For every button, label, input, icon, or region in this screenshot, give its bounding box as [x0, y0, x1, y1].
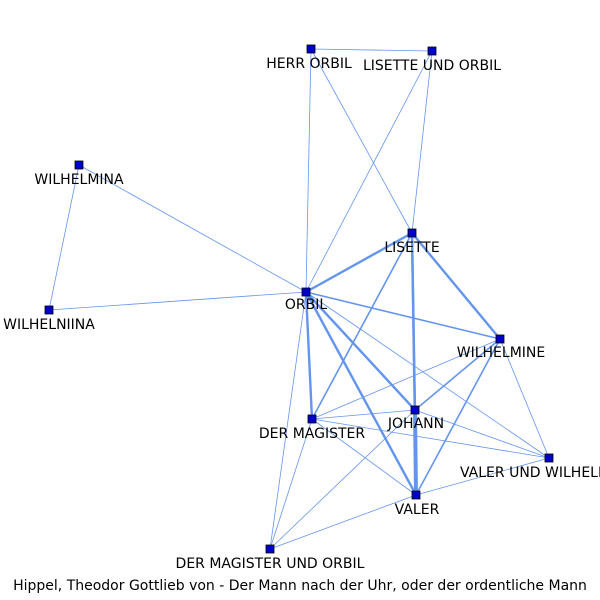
- node-wilhelniina[interactable]: [44, 305, 54, 315]
- edge-lisette-wilhelmine: [410, 231, 502, 341]
- node-label-herr-orbil: HERR ORBIL: [266, 56, 352, 72]
- node-lisette-und-orbil[interactable]: [427, 46, 437, 56]
- node-label-valer-und-wilhelmine: VALER UND WILHELMINE: [460, 465, 600, 481]
- node-valer[interactable]: [411, 490, 421, 500]
- edge-orbil-johann: [304, 290, 417, 412]
- edge-orbil-der-magister-und-orbil: [269, 291, 307, 550]
- node-der-magister-und-orbil[interactable]: [265, 544, 275, 554]
- edge-orbil-wilhelmine: [305, 291, 501, 340]
- edge-wilhelmine-valer-und-wilhelmine: [499, 338, 550, 459]
- edge-lisette-der-magister: [311, 232, 413, 420]
- edge-valer-der-magister-und-orbil: [269, 494, 417, 550]
- edge-herr-orbil-lisette-und-orbil: [310, 48, 433, 52]
- node-label-orbil: ORBIL: [285, 297, 327, 313]
- node-label-wilhelniina: WILHELNIINA: [3, 317, 95, 333]
- edge-orbil-valer: [304, 290, 418, 497]
- edge-johann-valer-und-wilhelmine: [414, 409, 550, 459]
- edge-johann-valer: [413, 408, 418, 497]
- edge-wilhelmine-valer: [415, 338, 501, 496]
- edge-der-magister-valer: [311, 418, 417, 496]
- node-wilhelmine[interactable]: [495, 334, 505, 344]
- edge-layer: [48, 48, 550, 550]
- figure-caption: Hippel, Theodor Gottlieb von - Der Mann …: [13, 578, 587, 594]
- edge-lisette-und-orbil-lisette: [411, 50, 433, 234]
- node-lisette[interactable]: [407, 228, 417, 238]
- edge-orbil-der-magister: [304, 290, 314, 421]
- edge-herr-orbil-orbil: [305, 48, 312, 293]
- edge-wilhelmine-johann: [414, 338, 501, 411]
- node-valer-und-wilhelmine[interactable]: [544, 453, 554, 463]
- label-layer: HERR ORBIL LISETTE UND ORBIL WILHELMINA WIL…: [3, 56, 600, 572]
- node-wilhelmina[interactable]: [74, 160, 84, 170]
- node-label-johann: JOHANN: [387, 416, 444, 432]
- edge-johann-der-magister-und-orbil: [269, 409, 416, 550]
- node-label-lisette: LISETTE: [384, 240, 439, 256]
- node-layer: [44, 44, 554, 554]
- node-orbil[interactable]: [301, 287, 311, 297]
- node-label-lisette-und-orbil: LISETTE UND ORBIL: [363, 58, 501, 74]
- node-label-wilhelmina: WILHELMINA: [34, 172, 124, 188]
- node-label-wilhelmine: WILHELMINE: [457, 345, 545, 361]
- node-der-magister[interactable]: [307, 414, 317, 424]
- edge-lisette-und-orbil-orbil: [305, 50, 433, 293]
- node-label-valer: VALER: [395, 502, 440, 518]
- edge-der-magister-der-magister-und-orbil: [269, 418, 313, 550]
- edge-wilhelmina-orbil: [78, 164, 307, 293]
- edge-wilhelniina-orbil: [48, 291, 307, 311]
- node-johann[interactable]: [410, 405, 420, 415]
- edge-wilhelmina-wilhelniina: [48, 164, 80, 311]
- edge-herr-orbil-lisette: [310, 48, 413, 234]
- edge-orbil-valer-und-wilhelmine: [305, 291, 550, 459]
- edge-orbil-lisette: [304, 231, 414, 294]
- node-label-der-magister: DER MAGISTER: [259, 426, 365, 442]
- edge-valer-valer-und-wilhelmine: [415, 457, 550, 496]
- node-herr-orbil[interactable]: [306, 44, 316, 54]
- node-label-der-magister-und-orbil: DER MAGISTER UND ORBIL: [176, 556, 365, 572]
- edge-wilhelmine-der-magister: [311, 338, 501, 420]
- edge-der-magister-valer-und-wilhelmine: [311, 418, 550, 459]
- edge-johann-der-magister: [311, 409, 416, 420]
